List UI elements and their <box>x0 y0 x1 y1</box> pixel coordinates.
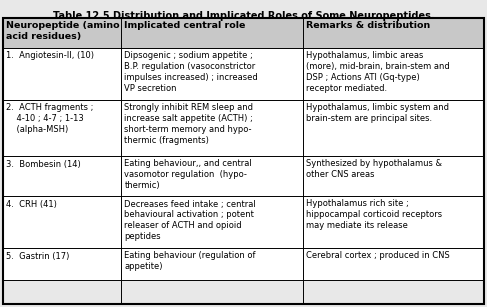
Bar <box>121 48 302 100</box>
Text: Neuropeptide (amino
acid residues): Neuropeptide (amino acid residues) <box>6 21 120 41</box>
Text: Eating behaviour,, and central
vasomotor regulation  (hypo-
thermic): Eating behaviour,, and central vasomotor… <box>124 160 252 190</box>
Bar <box>302 100 484 156</box>
Text: Table 12.5 Distribution and Implicated Roles of Some Neuropeptides.: Table 12.5 Distribution and Implicated R… <box>53 11 434 21</box>
Bar <box>302 196 484 248</box>
Text: Hypothalamus, limbic system and
brain-stem are principal sites.: Hypothalamus, limbic system and brain-st… <box>306 103 449 123</box>
Bar <box>302 248 484 280</box>
Text: Synthesized by hypothalamus &
other CNS areas: Synthesized by hypothalamus & other CNS … <box>306 160 442 179</box>
Bar <box>121 100 302 156</box>
Text: 3.  Bombesin (14): 3. Bombesin (14) <box>6 160 81 169</box>
Bar <box>3 100 121 156</box>
Text: 2.  ACTH fragments ;
    4-10 ; 4-7 ; 1-13
    (alpha-MSH): 2. ACTH fragments ; 4-10 ; 4-7 ; 1-13 (a… <box>6 103 94 134</box>
Text: Dipsogenic ; sodium appetite ;
B.P. regulation (vasoconstrictor
impulses increas: Dipsogenic ; sodium appetite ; B.P. regu… <box>124 52 258 93</box>
Text: 5.  Gastrin (17): 5. Gastrin (17) <box>6 251 70 261</box>
Bar <box>302 48 484 100</box>
Bar <box>121 156 302 196</box>
Text: Implicated central role: Implicated central role <box>124 21 246 30</box>
Text: Strongly inhibit REM sleep and
increase salt appetite (ACTH) ;
short-term memory: Strongly inhibit REM sleep and increase … <box>124 103 253 145</box>
Text: 4.  CRH (41): 4. CRH (41) <box>6 200 57 208</box>
Bar <box>3 248 121 280</box>
Bar <box>121 18 302 48</box>
Text: Remarks & distribution: Remarks & distribution <box>306 21 431 30</box>
Text: Decreases feed intake ; central
behavioural activation ; potent
releaser of ACTH: Decreases feed intake ; central behaviou… <box>124 200 256 241</box>
Text: 1.  Angiotesin-II, (10): 1. Angiotesin-II, (10) <box>6 52 94 60</box>
Bar <box>3 196 121 248</box>
Text: Cerebral cortex ; produced in CNS: Cerebral cortex ; produced in CNS <box>306 251 450 261</box>
Bar <box>121 196 302 248</box>
Text: Hypothalamus, limbic areas
(more), mid-brain, brain-stem and
DSP ; Actions ATI (: Hypothalamus, limbic areas (more), mid-b… <box>306 52 450 93</box>
Bar <box>3 18 121 48</box>
Bar <box>302 18 484 48</box>
Bar <box>3 48 121 100</box>
Bar <box>302 156 484 196</box>
Text: Hypothalamus rich site ;
hippocampal corticoid receptors
may mediate its release: Hypothalamus rich site ; hippocampal cor… <box>306 200 442 230</box>
Text: Eating behaviour (regulation of
appetite): Eating behaviour (regulation of appetite… <box>124 251 256 271</box>
Bar <box>121 248 302 280</box>
Bar <box>3 156 121 196</box>
